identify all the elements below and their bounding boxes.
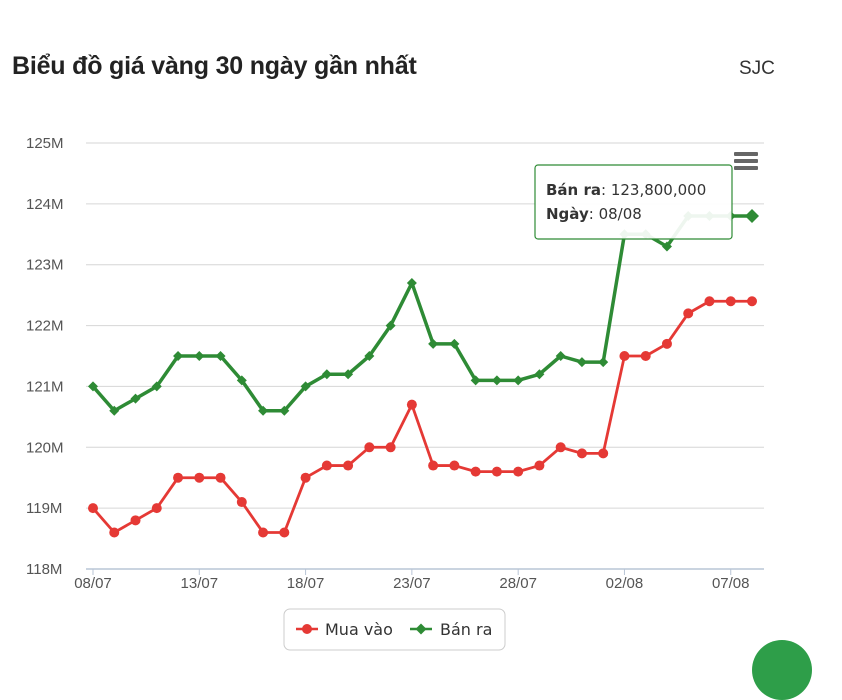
data-point-sell[interactable] [449, 338, 460, 349]
data-point-sell[interactable] [470, 375, 481, 386]
data-point-buy[interactable] [385, 442, 396, 453]
data-point-buy[interactable] [513, 466, 524, 477]
x-tick-label: 18/07 [287, 575, 325, 592]
data-point-buy[interactable] [704, 296, 715, 307]
legend-label-buy: Mua vào [325, 620, 393, 639]
y-tick-label: 124M [26, 196, 64, 213]
floating-action-button[interactable] [752, 640, 812, 700]
data-point-buy[interactable] [661, 338, 672, 349]
data-point-buy[interactable] [598, 448, 609, 459]
tooltip-date: 08/08 [599, 205, 642, 223]
data-point-sell[interactable] [555, 351, 566, 361]
data-point-buy[interactable] [364, 442, 375, 453]
price-chart: 118M 119M 120M 121M 122M 123M 124M 125M 08/07 13… [26, 135, 764, 651]
svg-text:Ngày: 08/08: Ngày: 08/08 [546, 205, 642, 223]
data-point-buy[interactable] [236, 497, 247, 508]
y-tick-label: 122M [26, 318, 64, 335]
data-point-sell[interactable] [151, 381, 162, 392]
data-point-sell[interactable] [364, 351, 375, 361]
data-point-sell[interactable] [88, 381, 98, 392]
data-point-sell[interactable] [598, 357, 609, 368]
tooltip-date-label: Ngày [546, 205, 589, 223]
data-point-buy[interactable] [321, 460, 332, 471]
series-lines [88, 209, 759, 538]
data-point-buy[interactable] [470, 466, 481, 477]
tooltip-series-label: Bán ra [546, 181, 601, 199]
data-point-buy[interactable] [555, 442, 566, 453]
tooltip: Bán ra: 123,800,000 Ngày: 08/08 [534, 164, 733, 240]
data-point-sell[interactable] [406, 277, 417, 288]
data-point-sell[interactable] [130, 393, 141, 404]
data-point-buy[interactable] [151, 503, 162, 514]
data-point-buy[interactable] [747, 296, 757, 307]
y-tick-label: 119M [26, 500, 62, 517]
data-point-buy[interactable] [109, 527, 120, 538]
data-point-buy[interactable] [300, 472, 311, 483]
hamburger-icon[interactable] [734, 152, 758, 170]
legend-item-buy[interactable]: Mua vào [296, 620, 393, 639]
y-tick-label: 121M [26, 378, 64, 395]
data-point-sell[interactable] [109, 405, 120, 416]
data-point-buy[interactable] [406, 399, 417, 410]
y-tick-label: 120M [26, 439, 64, 456]
data-point-buy[interactable] [619, 351, 630, 361]
data-point-sell[interactable] [215, 351, 226, 361]
data-point-buy[interactable] [640, 351, 651, 361]
x-tick-label: 13/07 [181, 575, 219, 592]
y-tick-label: 125M [26, 135, 64, 152]
data-point-sell[interactable] [236, 375, 247, 386]
tooltip-value: 123,800,000 [611, 181, 706, 199]
x-tick-label: 07/08 [712, 575, 750, 592]
data-point-buy[interactable] [173, 472, 184, 483]
x-tick-label: 28/07 [499, 575, 537, 592]
data-point-buy[interactable] [88, 503, 98, 514]
x-axis: 08/07 13/07 18/07 23/07 28/07 02/08 07/08 [74, 568, 764, 592]
data-point-buy[interactable] [491, 466, 502, 477]
y-tick-label: 118M [26, 561, 62, 578]
data-point-sell[interactable] [343, 369, 354, 380]
data-point-buy[interactable] [683, 308, 694, 319]
x-tick-label: 02/08 [606, 575, 644, 592]
data-point-buy[interactable] [258, 527, 269, 538]
data-point-sell[interactable] [194, 351, 205, 361]
chart-title: Biểu đồ giá vàng 30 ngày gần nhất [12, 52, 417, 80]
svg-text:Bán ra: 123,800,000: Bán ra: 123,800,000 [546, 181, 706, 199]
y-axis-ticks: 118M 119M 120M 121M 122M 123M 124M 125M [26, 135, 64, 578]
data-point-buy[interactable] [279, 527, 290, 538]
data-point-sell[interactable] [321, 369, 332, 380]
data-point-sell[interactable] [300, 381, 311, 392]
data-point-sell[interactable] [534, 369, 545, 380]
data-point-sell[interactable] [385, 320, 396, 331]
legend: Mua vào Bán ra [283, 608, 506, 651]
data-point-buy[interactable] [343, 460, 354, 471]
series-line-sell [91, 214, 752, 413]
data-point-sell[interactable] [258, 405, 269, 416]
legend-item-sell[interactable]: Bán ra [410, 620, 492, 639]
data-point-buy[interactable] [725, 296, 736, 307]
data-point-buy[interactable] [449, 460, 460, 471]
brand-label: SJC [739, 58, 775, 79]
data-point-buy[interactable] [194, 472, 205, 483]
data-point-sell[interactable] [576, 357, 587, 368]
data-point-buy[interactable] [130, 515, 141, 526]
data-point-sell[interactable] [279, 405, 290, 416]
data-point-sell[interactable] [745, 209, 759, 224]
series-line-buy [91, 299, 752, 534]
legend-label-sell: Bán ra [440, 620, 492, 639]
data-point-sell[interactable] [173, 351, 184, 361]
data-point-buy[interactable] [576, 448, 587, 459]
data-point-sell[interactable] [513, 375, 524, 386]
data-point-sell[interactable] [661, 241, 672, 252]
data-point-buy[interactable] [428, 460, 439, 471]
x-tick-label: 23/07 [393, 575, 431, 592]
data-point-sell[interactable] [428, 338, 439, 349]
data-point-buy[interactable] [215, 472, 226, 483]
y-tick-label: 123M [26, 257, 64, 274]
data-point-sell[interactable] [491, 375, 502, 386]
data-point-buy[interactable] [534, 460, 545, 471]
x-tick-label: 08/07 [74, 575, 112, 592]
